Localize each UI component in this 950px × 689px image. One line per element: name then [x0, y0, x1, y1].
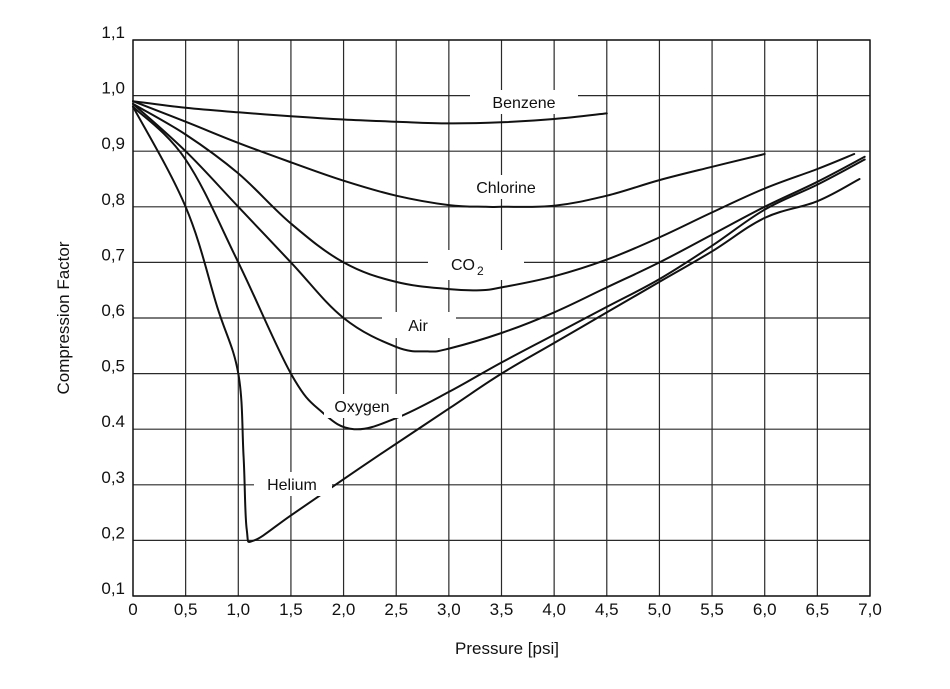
x-tick-label: 4,5	[595, 600, 619, 619]
x-tick-label: 2,0	[332, 600, 356, 619]
label-co2-main: CO	[451, 257, 475, 274]
x-tick-label: 0	[128, 600, 137, 619]
plot-frame	[132, 39, 871, 597]
series-labels: Benzene Chlorine CO 2 Air Oxygen Helium	[254, 90, 578, 496]
y-tick-label: 0.4	[101, 412, 125, 431]
x-axis-ticks: 0 0,5 1,0 1,5 2,0 2,5 3,0 3,5 4,0 4,5 5,0 5,5 6,0 6,5…	[128, 600, 882, 619]
y-tick-label: 1,0	[101, 79, 125, 98]
label-co2: CO 2	[451, 257, 484, 278]
y-tick-label: 0,9	[101, 134, 125, 153]
x-tick-label: 3,5	[490, 600, 514, 619]
curve-chlorine	[132, 100, 766, 208]
label-benzene: Benzene	[492, 95, 555, 112]
curve-air	[132, 102, 866, 353]
x-axis-title: Pressure [psi]	[455, 639, 559, 658]
x-tick-label: 4,0	[542, 600, 566, 619]
x-tick-label: 6,0	[753, 600, 777, 619]
curve-co2	[132, 102, 856, 292]
y-axis-ticks: 1,1 1,0 0,9 0,8 0,7 0,6 0,5 0.4 0,3 0,2 0,1	[101, 23, 125, 598]
x-tick-label: 1,0	[226, 600, 250, 619]
y-tick-label: 0,2	[101, 523, 125, 542]
x-tick-label: 7,0	[858, 600, 882, 619]
x-tick-label: 6,5	[806, 600, 830, 619]
x-tick-label: 5,0	[648, 600, 672, 619]
label-chlorine: Chlorine	[476, 180, 536, 197]
y-axis-title: Compression Factor	[54, 241, 73, 394]
x-tick-label: 5,5	[700, 600, 724, 619]
label-helium: Helium	[267, 477, 317, 494]
curve-helium	[132, 105, 861, 543]
label-air: Air	[408, 318, 428, 335]
label-co2-subscript: 2	[477, 264, 484, 278]
y-tick-label: 0,5	[101, 357, 125, 376]
y-tick-label: 0,6	[101, 301, 125, 320]
curve-oxygen	[132, 105, 866, 431]
curve-benzene	[132, 100, 608, 125]
series-curves	[132, 100, 866, 543]
grid-lines	[132, 39, 871, 597]
y-tick-label: 0,7	[101, 245, 125, 264]
x-tick-label: 2,5	[384, 600, 408, 619]
x-tick-label: 1,5	[279, 600, 303, 619]
x-tick-label: 0,5	[174, 600, 198, 619]
y-tick-label: 1,1	[101, 23, 125, 42]
label-oxygen: Oxygen	[334, 399, 389, 416]
y-tick-label: 0,8	[101, 190, 125, 209]
y-tick-label: 0,1	[101, 579, 125, 598]
y-tick-label: 0,3	[101, 468, 125, 487]
x-tick-label: 3,0	[437, 600, 461, 619]
